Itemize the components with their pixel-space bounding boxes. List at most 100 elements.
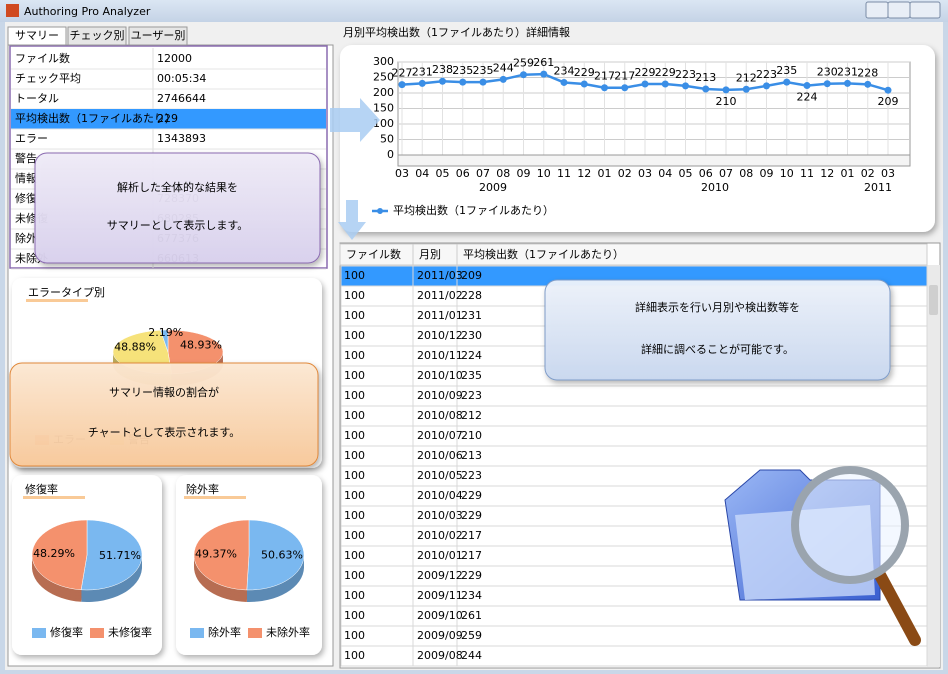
pie-value-label: 50.63% [261,548,303,561]
pie-value-label: 2.19% [148,326,183,339]
table-cell: 229 [461,569,482,582]
summary-value: 12000 [157,52,192,65]
table-cell: 100 [344,469,365,482]
x-tick-label: 07 [476,167,490,180]
table-cell: 2009/11 [417,589,463,602]
summary-value: 2746644 [157,92,206,105]
point [742,85,750,93]
point [418,79,426,87]
chart-scrollbar[interactable] [397,154,911,167]
table-cell: 100 [344,509,365,522]
x-tick-label: 01 [841,167,855,180]
table-cell: 209 [461,269,482,282]
legend-swatch [190,628,204,638]
point [641,80,649,88]
point [783,78,791,86]
minimize-button[interactable] [865,1,889,19]
summary-label: 修復 [15,191,37,205]
value-label: 223 [756,68,777,81]
value-label: 235 [776,64,797,77]
x-tick-label: 06 [456,167,470,180]
summary-label: 平均検出数（1ファイルあたり） [15,111,176,125]
callout [34,152,321,264]
table-cell: 2010/09 [417,389,463,402]
point [540,70,548,78]
tab[interactable] [7,26,67,46]
value-label: 231 [412,65,433,78]
tab[interactable] [128,26,188,46]
table-cell: 224 [461,349,482,362]
close-button[interactable] [909,1,941,19]
x-tick-label: 05 [679,167,693,180]
x-tick-label: 07 [719,167,733,180]
table-cell: 244 [461,649,482,662]
table-cell: 229 [461,489,482,502]
table-cell: 100 [344,329,365,342]
x-tick-label: 02 [618,167,632,180]
value-label: 223 [675,68,696,81]
value-label: 212 [736,71,757,84]
scroll-thumb[interactable] [929,285,938,315]
scrollbar[interactable] [927,265,940,667]
legend-label: 除外率 [208,625,241,639]
point [661,80,669,88]
callout-text: 解析した全体的な結果を [117,180,238,194]
value-label: 234 [554,64,575,77]
table-cell: 213 [461,449,482,462]
app-icon [6,4,19,17]
x-tick-label: 05 [436,167,450,180]
x-tick-label: 08 [496,167,510,180]
summary-label: エラー [15,132,48,145]
point [499,75,507,83]
arrow [338,200,366,240]
magnifier-handle [874,569,921,646]
legend-marker [377,208,383,214]
table-cell: 2011/03 [417,269,463,282]
table-cell: 229 [461,509,482,522]
callout-text: 詳細に調べることが可能です。 [641,342,794,356]
y-tick-label: 0 [387,148,394,161]
pie-slice [193,519,250,591]
table-cell: 2011/01 [417,309,463,322]
value-label: 229 [635,66,656,79]
callout-text: 詳細表示を行い月別や検出数等を [635,300,800,314]
magnifier-icon [724,466,921,646]
x-tick-label: 11 [557,167,571,180]
point [763,82,770,90]
arrow [330,98,380,142]
point [722,86,730,94]
summary-label: トータル [15,92,59,105]
table-cell: 259 [461,629,482,642]
x-tick-label: 12 [577,167,591,180]
point [621,84,629,92]
table-cell: 234 [461,589,482,602]
table-cell: 2009/09 [417,629,463,642]
value-label: 261 [533,56,554,69]
table-cell: 2011/02 [417,289,463,302]
value-label: 231 [837,65,858,78]
value-label: 235 [452,64,473,77]
maximize-button[interactable] [887,1,911,19]
pie-value-label: 51.71% [99,549,141,562]
y-tick-label: 150 [373,102,394,115]
pie-title-underline [23,496,85,499]
pie-value-label: 48.29% [33,547,75,560]
x-tick-label: 08 [739,167,753,180]
pie-title: 修復率 [25,482,58,496]
table-cell: 100 [344,409,365,422]
x-tick-label: 02 [861,167,875,180]
point [560,78,568,86]
pie-value-label: 49.37% [195,548,237,561]
x-tick-label: 11 [800,167,814,180]
point [459,78,467,86]
tab[interactable] [67,26,127,46]
table-cell: 100 [344,429,365,442]
value-label: 209 [878,95,899,108]
table-cell: 231 [461,309,482,322]
table-cell: 2010/07 [417,429,463,442]
table-cell: 100 [344,309,365,322]
table-cell: 228 [461,289,482,302]
legend-label: 平均検出数（1ファイルあたり） [393,203,554,217]
point [520,71,527,79]
x-tick-label: 12 [820,167,834,180]
